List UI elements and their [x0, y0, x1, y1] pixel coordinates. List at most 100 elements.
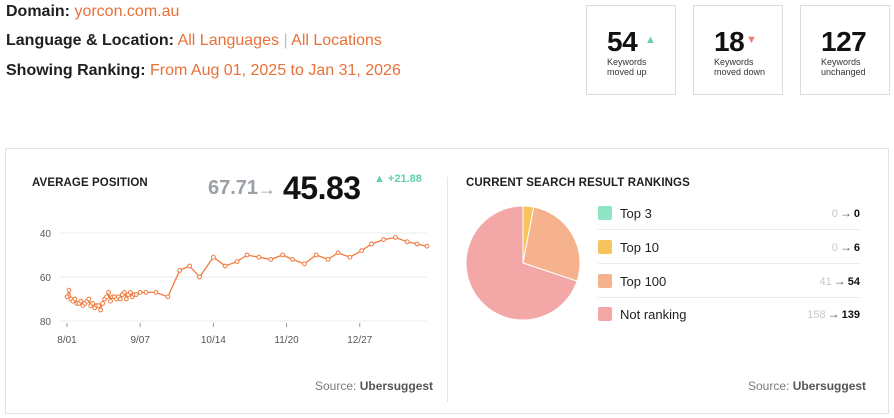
ranking-range-label: Showing Ranking:	[6, 62, 146, 79]
data-point[interactable]	[108, 298, 113, 304]
language-location-line: Language & Location: All Languages | All…	[6, 32, 382, 50]
legend-label: Top 3	[620, 206, 652, 221]
data-point[interactable]	[404, 239, 410, 245]
pie-slice-top-100[interactable]	[522, 206, 581, 282]
legend-values: 0 → 6	[831, 240, 860, 254]
data-point[interactable]	[165, 294, 171, 300]
data-point[interactable]	[78, 298, 84, 304]
legend-label: Not ranking	[620, 307, 687, 322]
legend-row-top-10[interactable]: Top 10 0 → 6	[598, 240, 860, 258]
avg-position-title: AVERAGE POSITION	[32, 177, 148, 189]
data-point[interactable]	[104, 294, 109, 300]
data-point[interactable]	[256, 254, 262, 260]
legend-row-not-ranking[interactable]: Not ranking 158 → 139	[598, 307, 860, 325]
stat-label: Keywords moved up	[607, 57, 647, 77]
x-tick-label: 10/14	[201, 335, 226, 346]
data-point[interactable]	[96, 303, 101, 308]
stat-card-moved-down: 18 ▼ Keywords moved down	[693, 5, 783, 95]
data-point[interactable]	[302, 261, 307, 267]
legend-swatch	[598, 274, 612, 288]
legend-row-top-3[interactable]: Top 3 0 → 0	[598, 206, 860, 224]
data-point[interactable]	[359, 248, 365, 254]
data-point[interactable]	[177, 268, 183, 273]
data-point[interactable]	[381, 237, 386, 243]
panel-divider	[447, 177, 448, 402]
stat-value: 54	[607, 26, 638, 57]
avg-position-line-chart[interactable]: 40 60 80 8/01 9/07 10/14 11/20 12/27	[20, 220, 440, 355]
data-point[interactable]	[313, 252, 319, 258]
data-point[interactable]	[424, 243, 430, 249]
pie-slice-not-ranking[interactable]	[465, 205, 578, 321]
data-point[interactable]	[90, 301, 96, 306]
data-point[interactable]	[369, 241, 375, 247]
data-point[interactable]	[106, 290, 111, 295]
legend-values: 41 → 54	[819, 274, 861, 288]
data-point[interactable]	[133, 292, 139, 297]
rankings-title: CURRENT SEARCH RESULT RANKINGS	[466, 177, 690, 189]
data-point[interactable]	[187, 263, 193, 269]
stat-value: 18	[714, 26, 745, 57]
legend-swatch	[598, 240, 612, 254]
data-point[interactable]	[86, 296, 92, 302]
legend-values: 0 → 0	[831, 206, 860, 220]
rankings-source: Source: Ubersuggest	[748, 379, 867, 393]
data-point[interactable]	[211, 254, 216, 260]
data-point[interactable]	[244, 252, 250, 258]
y-tick-label: 80	[40, 317, 52, 328]
data-point[interactable]	[347, 254, 353, 260]
data-point[interactable]	[153, 290, 159, 295]
data-point[interactable]	[393, 235, 398, 240]
data-point[interactable]	[290, 257, 295, 262]
avg-position-source: Source: Ubersuggest	[315, 379, 434, 393]
legend-separator	[598, 297, 860, 298]
data-point[interactable]	[64, 294, 70, 300]
ranking-range-value[interactable]: From Aug 01, 2025 to Jan 31, 2026	[150, 62, 401, 79]
language-value[interactable]: All Languages	[177, 32, 279, 49]
up-triangle-icon: ▲	[645, 34, 656, 46]
domain-value[interactable]: yorcon.com.au	[74, 3, 180, 20]
legend-swatch	[598, 307, 612, 321]
right-arrow-icon: →	[258, 179, 276, 199]
data-point[interactable]	[414, 241, 420, 247]
up-triangle-icon: ▲	[374, 173, 385, 185]
legend-label: Top 100	[620, 274, 667, 289]
stat-label: Keywords moved down	[714, 57, 766, 77]
data-point[interactable]	[268, 257, 274, 262]
data-point[interactable]	[100, 301, 105, 306]
location-value[interactable]: All Locations	[291, 32, 382, 49]
rankings-pie-chart[interactable]	[462, 202, 584, 324]
ranking-range-line: Showing Ranking: From Aug 01, 2025 to Ja…	[6, 62, 401, 80]
data-point[interactable]	[118, 296, 123, 302]
data-point[interactable]	[137, 290, 143, 295]
data-point[interactable]	[72, 296, 78, 302]
legend-swatch	[598, 206, 612, 220]
avg-position-change-value: +21.88	[387, 173, 422, 185]
legend-values: 158 → 139	[807, 307, 860, 321]
x-tick-label: 11/20	[274, 335, 299, 346]
data-point[interactable]	[122, 290, 127, 295]
legend-row-top-100[interactable]: Top 100 41 → 54	[598, 274, 860, 292]
data-point[interactable]	[325, 257, 331, 262]
domain-label: Domain:	[6, 3, 70, 20]
data-point[interactable]	[98, 307, 103, 313]
x-tick-label: 8/01	[57, 335, 77, 346]
stat-label: Keywords unchanged	[821, 57, 866, 77]
domain-line: Domain: yorcon.com.au	[6, 3, 179, 21]
data-point[interactable]	[66, 287, 72, 293]
stat-card-unchanged: 127 Keywords unchanged	[800, 5, 890, 95]
legend-separator	[598, 229, 860, 230]
data-point[interactable]	[234, 259, 240, 264]
legend-label: Top 10	[620, 240, 660, 255]
language-location-label: Language & Location:	[6, 32, 174, 49]
data-point[interactable]	[335, 250, 341, 256]
data-point[interactable]	[222, 263, 228, 269]
x-tick-label: 12/27	[347, 335, 372, 346]
avg-position-old: 67.71	[208, 177, 259, 199]
data-point[interactable]	[143, 290, 149, 295]
avg-position-change: ▲ +21.88	[374, 173, 422, 185]
data-point[interactable]	[127, 290, 133, 295]
stat-card-moved-up: 54 ▲ Keywords moved up	[586, 5, 676, 95]
data-point[interactable]	[123, 296, 129, 302]
data-point[interactable]	[197, 274, 202, 280]
data-point[interactable]	[280, 252, 286, 258]
